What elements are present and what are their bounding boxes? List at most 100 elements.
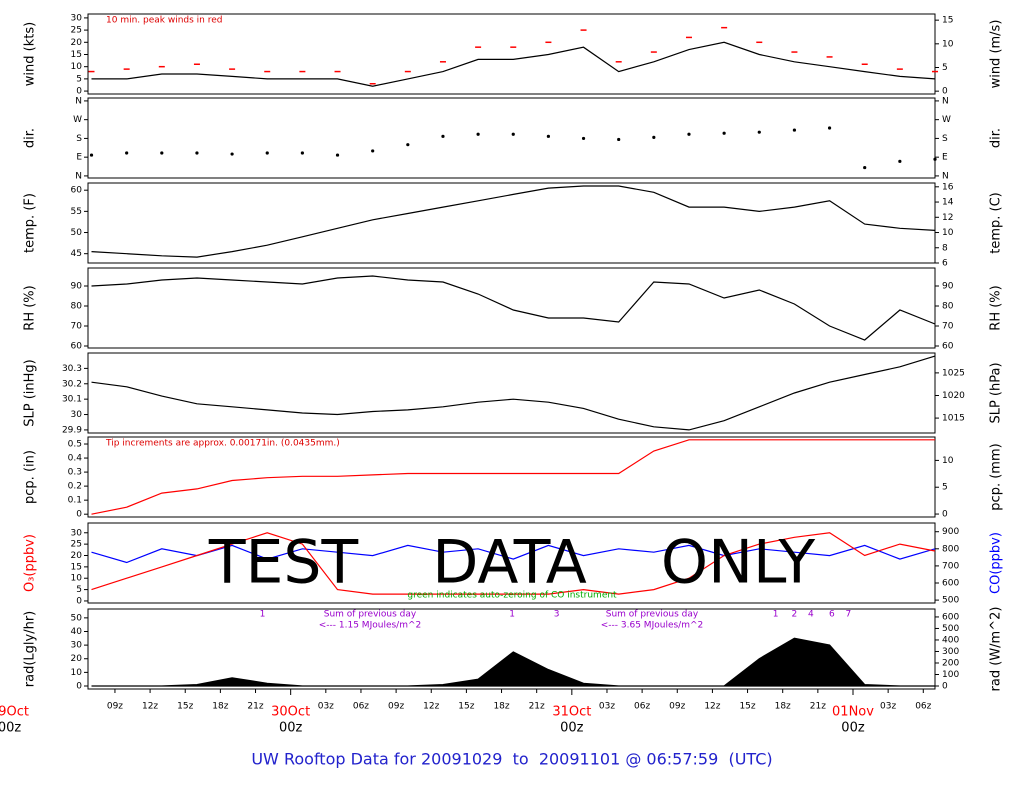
y2-tick-label: 5: [942, 63, 948, 73]
chart-title: UW Rooftop Data for 20091029 to 20091101…: [251, 750, 772, 769]
point: [863, 165, 867, 170]
y-tick-label: 20: [71, 38, 83, 48]
y-tick-label: 25: [71, 540, 82, 550]
y-tick-label: 30: [71, 13, 83, 23]
y2-tick-label: 0: [942, 510, 948, 520]
y-tick-label: 15: [71, 562, 82, 572]
point: [335, 153, 340, 157]
y2-tick-label: N: [942, 96, 949, 106]
y-tick-label: 55: [71, 207, 82, 217]
panel-frame: [87, 13, 936, 95]
x-tick-label: 18z: [775, 702, 791, 712]
point: [687, 132, 691, 136]
y-tick-label: 0.3: [68, 468, 82, 478]
marker-label: 4: [808, 610, 814, 620]
y2-tick-label: 600: [942, 579, 959, 589]
y2-tick-label: 80: [942, 302, 954, 312]
x-tick-label: 15z: [458, 702, 474, 712]
y-tick-label: 5: [76, 74, 82, 84]
point: [898, 159, 902, 163]
y2-tick-label: 500: [942, 596, 959, 606]
panel-frame: [87, 97, 936, 179]
y-tick-label: 60: [71, 342, 83, 352]
y-tick-label: 0: [76, 682, 82, 692]
x-tick-label: 15z: [739, 702, 755, 712]
point: [757, 130, 761, 134]
y-axis-label: dir.: [23, 128, 38, 148]
annotation: 10 min. peak winds in red: [106, 16, 223, 26]
y-tick-label: 70: [71, 322, 83, 332]
y2-tick-label: W: [942, 115, 951, 125]
y-tick-label: 10: [71, 574, 83, 584]
y2-tick-label: 70: [942, 322, 954, 332]
point: [546, 134, 551, 138]
y-tick-label: 0.5: [68, 440, 82, 450]
y2-tick-label: 8: [942, 243, 948, 253]
y-tick-label: W: [73, 115, 82, 125]
y2-tick-label: 5: [942, 483, 948, 493]
y-tick-label: 30.1: [62, 395, 82, 405]
x-tick-label: 06z: [915, 702, 931, 712]
x-tick-label: 09z: [107, 702, 123, 712]
y-axis-label: SLP (inHg): [23, 359, 38, 427]
y-tick-label: 30.3: [62, 364, 82, 374]
point: [581, 136, 586, 141]
line: [91, 355, 936, 431]
point: [933, 157, 937, 161]
marker-label: 6: [829, 610, 835, 620]
x-tick-label: 12z: [142, 702, 158, 712]
y2-tick-label: N: [942, 171, 949, 181]
y2-tick-label: 12: [942, 213, 953, 223]
y-axis-label: RH (%): [23, 285, 38, 330]
y2-tick-label: 10: [942, 228, 954, 238]
y2-tick-label: 16: [942, 182, 954, 192]
point: [441, 134, 445, 138]
y2-axis-label: CO(ppbv): [989, 532, 1004, 594]
panel-frame: [87, 182, 936, 264]
point: [230, 152, 234, 156]
note: <--- 3.65 MJoules/m^2: [601, 621, 703, 631]
line: [91, 544, 936, 564]
y-tick-label: 45: [71, 249, 82, 259]
x-tick-label: 03z: [599, 702, 615, 712]
annotation: green indicates auto-zeroing of CO instr…: [407, 591, 617, 601]
y-tick-label: 30: [71, 528, 83, 538]
y-axis-label: rad(Lgly/hr): [23, 611, 38, 687]
y-tick-label: N: [75, 171, 82, 181]
y-tick-label: S: [76, 134, 82, 144]
x-tick-label: 12z: [704, 702, 720, 712]
line: [91, 532, 936, 595]
y2-axis-label: SLP (hPa): [989, 362, 1004, 423]
panel-frame: [87, 267, 936, 349]
y2-tick-label: 1020: [942, 391, 965, 401]
y-tick-label: 30: [71, 410, 83, 420]
y-tick-label: 25: [71, 26, 82, 36]
y2-axis-label: temp. (C): [989, 192, 1004, 254]
y-tick-label: 80: [71, 302, 83, 312]
marker-label: 1: [773, 610, 779, 620]
day-hour-label: 00z: [560, 721, 584, 736]
y2-tick-label: 200: [942, 658, 959, 668]
y2-tick-label: 300: [942, 647, 959, 657]
x-tick-label: 06z: [634, 702, 650, 712]
line: [91, 41, 936, 87]
day-label: 01Nov: [832, 705, 874, 720]
y2-tick-label: 14: [942, 198, 954, 208]
note: Sum of previous day: [324, 610, 417, 620]
y2-tick-label: 0: [942, 87, 948, 97]
y2-tick-label: 0: [942, 682, 948, 692]
y2-tick-label: 700: [942, 561, 959, 571]
point: [125, 151, 129, 155]
y-axis-label: temp. (F): [23, 193, 38, 253]
panel-frame: [87, 352, 936, 434]
marker-label: 7: [845, 610, 851, 620]
x-tick-label: 18z: [493, 702, 509, 712]
y2-tick-label: 600: [942, 612, 959, 622]
day-hour-label: 00z: [279, 721, 303, 736]
point: [160, 151, 164, 155]
marker-label: 3: [554, 610, 560, 620]
point: [652, 135, 656, 139]
point: [265, 151, 269, 155]
y-tick-label: 30.2: [62, 379, 82, 389]
